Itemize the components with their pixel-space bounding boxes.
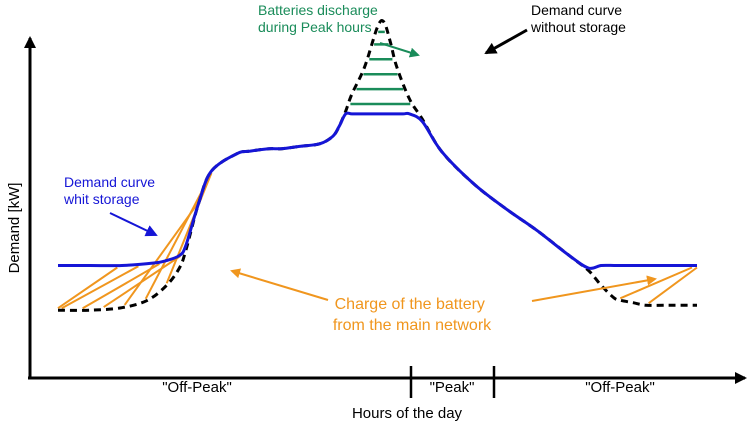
charge-arrow-right — [531, 275, 657, 302]
charge-hatch-line — [648, 266, 698, 305]
charge-hatch-line — [82, 263, 160, 310]
y-axis-label: Demand [kW] — [6, 183, 23, 274]
charge-hatch-area — [57, 172, 698, 310]
period-label-off-peak-2: "Off-Peak" — [585, 379, 655, 396]
annotation-without-storage: Demand curve without storage — [530, 2, 626, 35]
annotation-with-storage-line-1: Demand curve — [64, 174, 155, 190]
charge-hatch-line — [165, 172, 213, 284]
charge-hatch-line — [61, 265, 139, 310]
annotation-discharge-line-1: Batteries discharge — [258, 2, 378, 18]
period-label-peak: "Peak" — [430, 379, 475, 396]
series-line-with-storage — [58, 111, 697, 270]
with-storage-arrow — [109, 212, 158, 237]
period-label-off-peak-1: "Off-Peak" — [162, 379, 232, 396]
annotation-discharge-line-2: during Peak hours — [258, 19, 372, 35]
annotation-without-storage-line-1: Demand curve — [531, 2, 622, 18]
annotation-with-storage: Demand curve whit storage — [63, 174, 159, 207]
annotation-without-storage-line-2: without storage — [530, 19, 626, 35]
annotation-with-storage-line-2: whit storage — [63, 191, 140, 207]
annotation-charge: Charge of the battery from the main netw… — [333, 296, 492, 334]
charge-hatch-line — [57, 266, 118, 310]
annotation-charge-line-2: from the main network — [333, 317, 492, 334]
discharge-arrow — [379, 42, 420, 58]
annotation-discharge: Batteries discharge during Peak hours — [258, 2, 382, 35]
series-line-without-storage — [57, 19, 697, 312]
without-storage-arrow — [484, 28, 528, 55]
charge-arrow-left — [230, 268, 329, 301]
annotation-charge-line-1: Charge of the battery — [335, 296, 485, 313]
x-axis-label: Hours of the day — [352, 405, 463, 422]
